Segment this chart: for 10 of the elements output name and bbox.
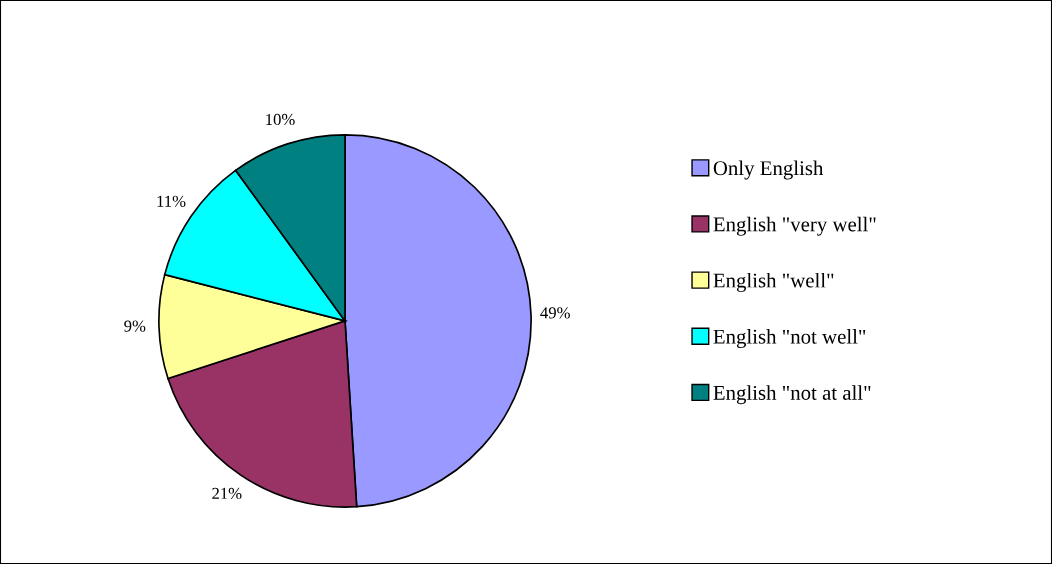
data-label: 21%	[212, 487, 242, 500]
legend-label: English "not well"	[713, 329, 866, 349]
legend-label: Only English	[713, 160, 824, 180]
data-label: 49%	[540, 307, 570, 319]
data-label: 10%	[266, 113, 295, 126]
data-label: 11%	[157, 195, 186, 207]
legend-label: English "very well"	[713, 216, 876, 236]
data-label: 9%	[124, 320, 146, 332]
legend-label: English "well"	[713, 272, 834, 292]
legend-label: English "not at all"	[713, 385, 871, 405]
